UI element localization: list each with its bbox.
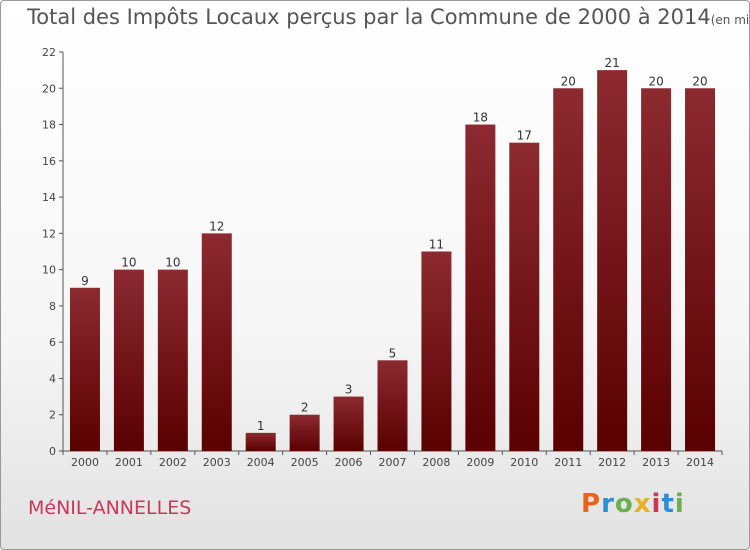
bar-2002[interactable] (157, 269, 188, 451)
x-tick-label: 2014 (686, 456, 714, 469)
y-tick-label: 16 (42, 155, 56, 168)
x-tick-label: 2000 (71, 456, 99, 469)
bar-2003[interactable] (201, 233, 232, 451)
y-tick-label: 10 (42, 264, 56, 277)
bar-2004[interactable] (245, 432, 276, 451)
y-tick-label: 2 (49, 409, 56, 422)
logo-letter: i (651, 489, 662, 519)
bar-value-label: 11 (429, 238, 444, 252)
y-tick-label: 8 (49, 300, 56, 313)
y-tick-label: 14 (42, 191, 56, 204)
y-tick-label: 22 (42, 46, 56, 59)
y-tick-label: 20 (42, 82, 56, 95)
bar-value-label: 12 (209, 219, 224, 233)
y-tick-label: 6 (49, 336, 56, 349)
x-tick-label: 2006 (335, 456, 363, 469)
bar-value-label: 18 (473, 111, 488, 125)
chart-bars (69, 70, 716, 452)
x-tick-label: 2012 (598, 456, 626, 469)
y-tick-label: 18 (42, 119, 56, 132)
chart-title: Total des Impôts Locaux perçus par la Co… (27, 5, 750, 29)
x-tick-label: 2011 (554, 456, 582, 469)
bar-2011[interactable] (553, 88, 584, 451)
bar-value-label: 3 (345, 383, 353, 397)
bar-value-label: 21 (605, 56, 620, 70)
logo-letter: P (581, 489, 602, 519)
bar-value-label: 5 (389, 346, 397, 360)
logo-letter: x (633, 489, 652, 519)
bar-value-label: 10 (165, 256, 180, 270)
bar-2009[interactable] (465, 124, 496, 451)
bar-value-label: 20 (561, 74, 576, 88)
x-tick-label: 2009 (466, 456, 494, 469)
bar-value-label: 17 (517, 129, 532, 143)
x-tick-label: 2007 (379, 456, 407, 469)
y-tick-label: 0 (49, 445, 56, 458)
y-tick-label: 12 (42, 227, 56, 240)
proxiti-logo[interactable]: Proxiti (581, 489, 685, 519)
bar-2010[interactable] (509, 142, 540, 451)
logo-letter: i (674, 489, 685, 519)
x-tick-label: 2001 (115, 456, 143, 469)
logo-letter: r (601, 489, 615, 519)
x-tick-label: 2013 (642, 456, 670, 469)
y-tick-label: 4 (49, 372, 56, 385)
bar-2005[interactable] (289, 414, 320, 451)
x-tick-label: 2010 (510, 456, 538, 469)
bar-value-label: 9 (81, 274, 89, 288)
bar-value-label: 20 (648, 74, 663, 88)
chart-title-unit: (en milliers d'€) (710, 13, 750, 27)
bar-2007[interactable] (377, 360, 408, 451)
x-tick-label: 2008 (422, 456, 450, 469)
bar-2001[interactable] (113, 269, 144, 451)
bar-value-label: 2 (301, 401, 309, 415)
bar-value-label: 10 (121, 256, 136, 270)
bar-2013[interactable] (641, 88, 672, 451)
bar-2012[interactable] (597, 70, 628, 452)
chart-title-main: Total des Impôts Locaux perçus par la Co… (27, 5, 711, 29)
x-tick-label: 2003 (203, 456, 231, 469)
bar-value-label: 1 (257, 419, 265, 433)
x-tick-label: 2002 (159, 456, 187, 469)
bar-2014[interactable] (685, 88, 716, 451)
bar-value-label: 20 (692, 74, 707, 88)
logo-letter: t (661, 489, 675, 519)
logo-letter: o (614, 489, 634, 519)
x-tick-label: 2004 (247, 456, 275, 469)
bar-2000[interactable] (69, 287, 100, 451)
commune-name: MéNIL-ANNELLES (28, 497, 192, 519)
bar-2008[interactable] (421, 251, 452, 452)
bar-2006[interactable] (333, 396, 364, 451)
x-tick-label: 2005 (291, 456, 319, 469)
